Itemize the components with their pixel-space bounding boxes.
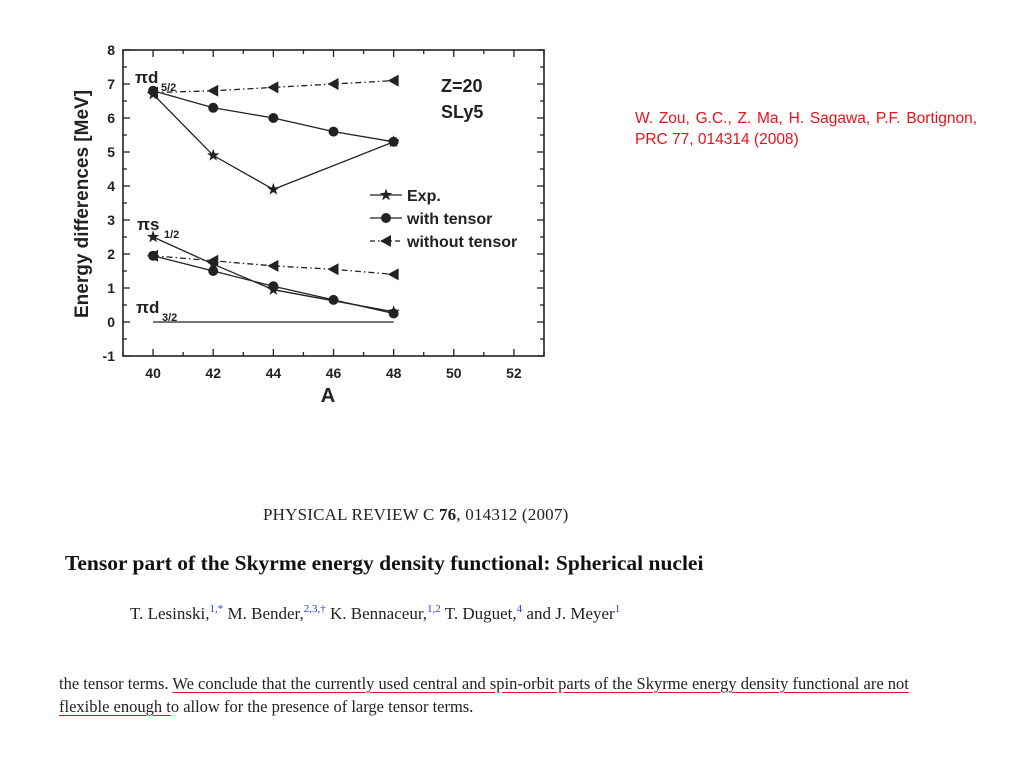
data-point-triangle xyxy=(207,84,219,97)
legend-circle-marker xyxy=(381,213,391,223)
paper-title: Tensor part of the Skyrme energy density… xyxy=(65,551,704,575)
data-point-triangle xyxy=(267,259,279,272)
series-exp--s12 xyxy=(146,230,400,318)
state-label-d32-sub: 3/2 xyxy=(162,312,177,324)
legend-triangle-marker xyxy=(380,235,391,247)
ticks-layer: -1 0 1 2 3 4 5 6 7 8 40 42 44 46 48 50 52 xyxy=(103,42,545,381)
x-tick-label: 44 xyxy=(266,365,282,381)
series-without-tensor-d52 xyxy=(147,74,399,99)
legend-item-without-tensor: without tensor xyxy=(370,234,517,251)
series-exp--d52 xyxy=(146,87,400,195)
data-point-triangle xyxy=(147,249,159,262)
series-with-tensor-s12 xyxy=(148,250,399,319)
y-tick-label: -1 xyxy=(103,348,116,364)
author-affiliation: 1,* xyxy=(209,603,224,615)
series-line xyxy=(152,236,394,313)
x-tick-label: 40 xyxy=(145,365,161,381)
state-label-d52: πd 5/2 xyxy=(135,68,176,94)
legend-star-marker xyxy=(379,188,393,201)
y-tick-label: 4 xyxy=(107,178,115,194)
author-affiliation: 1,2 xyxy=(427,603,441,615)
data-point-triangle xyxy=(387,74,399,87)
y-tick-label: 2 xyxy=(107,246,115,262)
data-point-circle xyxy=(388,136,399,147)
author-affiliation: 4 xyxy=(516,603,523,615)
state-label-s12-sub: 1/2 xyxy=(164,229,179,241)
journal-citation: PHYSICAL REVIEW C 76, 014312 (2007) xyxy=(263,505,568,525)
author-name: T. Duguet, xyxy=(440,604,517,623)
legend-item-exp: Exp. xyxy=(370,188,441,205)
author-name: T. Lesinski, xyxy=(130,604,210,623)
force-annotation: SLy5 xyxy=(441,102,483,122)
author-name: K. Bennaceur, xyxy=(325,604,428,623)
x-tick-label: 48 xyxy=(386,365,402,381)
abstract-excerpt: the tensor terms. We conclude that the c… xyxy=(59,672,939,718)
y-tick-label: 8 xyxy=(107,42,115,58)
reference-note: W. Zou, G.C., Z. Ma, H. Sagawa, P.F. Bor… xyxy=(635,110,977,148)
data-point-circle xyxy=(268,113,279,123)
legend: Exp. with tensor without tensor xyxy=(370,188,517,251)
data-point-circle xyxy=(328,126,339,137)
data-point-circle xyxy=(268,281,279,292)
series-with-tensor-d52 xyxy=(148,85,399,147)
legend-label-with-tensor: with tensor xyxy=(406,211,492,228)
abstract-text-end: o allow for the presence of large tensor… xyxy=(170,697,474,716)
x-tick-label: 50 xyxy=(446,365,462,381)
y-tick-label: 3 xyxy=(107,212,115,228)
state-label-s12: πs 1/2 xyxy=(137,215,179,241)
state-label-d32-main: πd xyxy=(136,298,159,317)
y-axis-label: Energy differences [MeV] xyxy=(72,90,93,318)
series-layer xyxy=(146,74,400,323)
data-point-triangle xyxy=(207,254,219,267)
journal-volume: 76 xyxy=(438,505,457,524)
data-point-triangle xyxy=(267,81,279,94)
author-affiliation: 1 xyxy=(614,603,621,615)
state-label-d52-main: πd xyxy=(135,68,158,87)
x-tick-label: 46 xyxy=(326,365,342,381)
abstract-highlight: We conclude that the currently used cent… xyxy=(59,674,909,716)
state-label-d32: πd 3/2 xyxy=(136,298,177,324)
y-tick-label: 0 xyxy=(107,314,115,330)
data-point-triangle xyxy=(327,263,339,276)
author-name: M. Bender, xyxy=(223,604,304,623)
state-label-d52-sub: 5/2 xyxy=(161,82,176,94)
data-point-triangle xyxy=(387,268,399,281)
data-point-circle xyxy=(328,294,339,305)
author-affiliation: 2,3,† xyxy=(303,603,326,615)
journal-pages-year: , 014312 (2007) xyxy=(456,505,569,524)
data-point-triangle xyxy=(327,78,339,90)
z-annotation: Z=20 xyxy=(441,76,483,96)
x-axis-label: A xyxy=(321,385,335,407)
legend-label-exp: Exp. xyxy=(407,188,441,205)
x-tick-label: 42 xyxy=(205,365,221,381)
legend-item-with-tensor: with tensor xyxy=(370,211,492,228)
y-tick-label: 1 xyxy=(107,280,115,296)
state-label-s12-main: πs xyxy=(137,215,159,234)
y-tick-label: 6 xyxy=(107,110,115,126)
data-point-triangle xyxy=(147,86,159,99)
y-tick-label: 7 xyxy=(107,76,115,92)
data-point-star xyxy=(267,182,280,195)
author-list: T. Lesinski,1,* M. Bender,2,3,† K. Benna… xyxy=(130,603,620,624)
author-name: and J. Meyer xyxy=(522,604,615,623)
legend-label-without-tensor: without tensor xyxy=(406,234,517,251)
abstract-text: the tensor terms. xyxy=(59,674,173,693)
x-tick-label: 52 xyxy=(506,365,522,381)
data-point-star xyxy=(207,148,220,161)
data-point-circle xyxy=(208,266,219,276)
data-point-circle xyxy=(208,102,219,113)
data-point-star xyxy=(146,230,160,243)
data-point-circle xyxy=(388,308,399,319)
y-tick-label: 5 xyxy=(107,144,115,160)
journal-name: PHYSICAL REVIEW C xyxy=(263,505,439,524)
series-without-tensor-s12 xyxy=(147,249,399,281)
series-line xyxy=(152,93,394,191)
